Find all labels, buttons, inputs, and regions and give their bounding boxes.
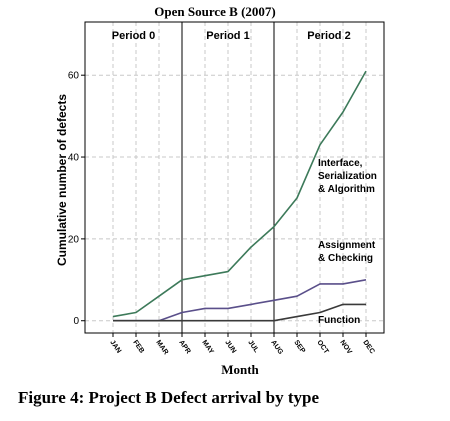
series-label: Function <box>318 315 360 326</box>
y-tick-label: 40 <box>68 153 80 164</box>
y-tick-label: 20 <box>68 234 80 245</box>
series-line <box>112 70 367 318</box>
series-label: Serialization <box>318 171 377 182</box>
x-tick-label: JUL <box>246 339 260 354</box>
y-axis-label: Cumulative number of defects <box>55 94 69 266</box>
x-tick-label: MAR <box>154 339 169 356</box>
series-label: & Algorithm <box>318 184 375 195</box>
period-label: Period 2 <box>307 30 350 42</box>
x-tick-label: NOV <box>338 339 353 356</box>
series-label: Interface, <box>318 158 363 169</box>
series-label: & Checking <box>318 253 373 264</box>
period-label: Period 1 <box>206 30 249 42</box>
x-tick-label: FEB <box>131 339 145 354</box>
series-label: Assignment <box>318 240 376 251</box>
figure-caption: Figure 4: Project B Defect arrival by ty… <box>18 388 320 407</box>
series-line <box>113 303 366 322</box>
chart-title: Open Source B (2007) <box>154 4 275 19</box>
x-tick-label: APR <box>177 339 191 355</box>
x-tick-label: MAY <box>200 339 214 356</box>
x-tick-label: AUG <box>269 339 284 356</box>
plot-frame <box>84 21 385 334</box>
x-tick-label: OCT <box>315 339 330 356</box>
y-tick-label: 60 <box>68 71 80 82</box>
x-tick-label: DEC <box>361 339 375 355</box>
x-axis-label: Month <box>221 362 259 377</box>
x-tick-label: SEP <box>292 339 306 355</box>
x-tick-label: JAN <box>108 339 122 354</box>
period-label: Period 0 <box>112 30 155 42</box>
y-tick-label: 0 <box>73 316 79 327</box>
x-tick-label: JUN <box>223 339 237 354</box>
plot-area: 0 20 40 60 JAN FEB MAR APR MAY JUN JUL AUG SEP OCT NOV… <box>68 21 385 356</box>
